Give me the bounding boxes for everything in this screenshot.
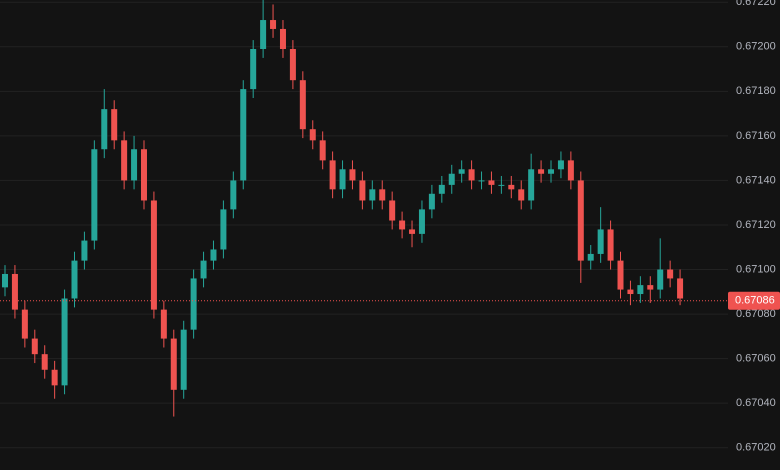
candle-body (190, 278, 197, 330)
candle-body (61, 298, 68, 386)
y-tick-label: 0.67100 (736, 263, 776, 275)
price-label: 0.67086 (735, 295, 775, 307)
candle-body (319, 140, 326, 161)
candle-body (587, 253, 594, 261)
y-tick-label: 0.67120 (736, 219, 776, 231)
candle-body (11, 273, 18, 310)
candle-body (488, 180, 495, 185)
candle-body (71, 260, 78, 299)
candle-body (577, 180, 584, 261)
candle-body (518, 189, 525, 201)
candle-body (279, 28, 286, 50)
candle-body (41, 354, 48, 370)
candle-body (369, 189, 376, 201)
candle-body (478, 180, 485, 182)
candle-body (637, 285, 644, 295)
candle-body (121, 140, 128, 181)
candle-body (617, 260, 624, 290)
y-tick-label: 0.67080 (736, 308, 776, 320)
y-tick-label: 0.67180 (736, 85, 776, 97)
candle-body (101, 109, 108, 150)
candle-body (409, 229, 416, 234)
candle-body (567, 160, 574, 181)
candle-body (140, 149, 147, 201)
candle-body (21, 309, 28, 339)
candle-body (81, 240, 88, 261)
candle-body (468, 169, 475, 181)
candle-body (31, 338, 38, 355)
candle-body (667, 269, 674, 279)
candle-body (538, 169, 545, 174)
candle-body (548, 169, 555, 174)
candle-body (309, 129, 316, 141)
candle-body (160, 309, 167, 339)
candle-body (260, 20, 267, 50)
candle-body (627, 289, 634, 295)
candle-body (91, 149, 98, 241)
y-tick-label: 0.67200 (736, 41, 776, 53)
candle-body (170, 338, 177, 390)
candle-body (597, 229, 604, 254)
candle-body (111, 109, 118, 141)
candle-body (677, 278, 684, 299)
candle-body (379, 189, 386, 201)
candle-body (230, 180, 237, 210)
candle-body (657, 269, 664, 290)
y-tick-label: 0.67040 (736, 397, 776, 409)
candle-body (418, 209, 425, 234)
y-tick-label: 0.67160 (736, 130, 776, 142)
candle-body (438, 184, 445, 194)
candle-body (220, 209, 227, 250)
candle-body (508, 184, 515, 190)
candle-body (299, 80, 306, 130)
candle-body (180, 329, 187, 390)
y-tick-label: 0.67060 (736, 353, 776, 365)
candle-body (250, 49, 257, 90)
candle-body (528, 169, 535, 201)
candle-body (399, 220, 406, 230)
candle-body (458, 169, 465, 174)
candle-body (498, 184, 505, 186)
y-tick-label: 0.67220 (736, 0, 776, 8)
candle-body (150, 200, 157, 310)
candle-body (51, 369, 58, 386)
y-tick-label: 0.67020 (736, 442, 776, 454)
candle-body (349, 169, 356, 181)
candle-body (389, 200, 396, 221)
candle-body (557, 160, 564, 170)
candle-body (210, 249, 217, 261)
candle-body (339, 169, 346, 190)
y-tick-label: 0.67140 (736, 174, 776, 186)
candle-body (428, 193, 435, 210)
candle-body (131, 149, 138, 181)
candle-body (270, 20, 277, 29)
candle-body (2, 273, 8, 288)
candle-body (448, 173, 455, 185)
candle-body (200, 260, 207, 279)
candle-body (359, 180, 366, 201)
price-label-box (728, 291, 780, 310)
candle-body (240, 89, 247, 181)
candle-body (607, 229, 614, 261)
candle-body (289, 49, 296, 81)
candle-body (329, 160, 336, 190)
candle-body (647, 285, 654, 290)
